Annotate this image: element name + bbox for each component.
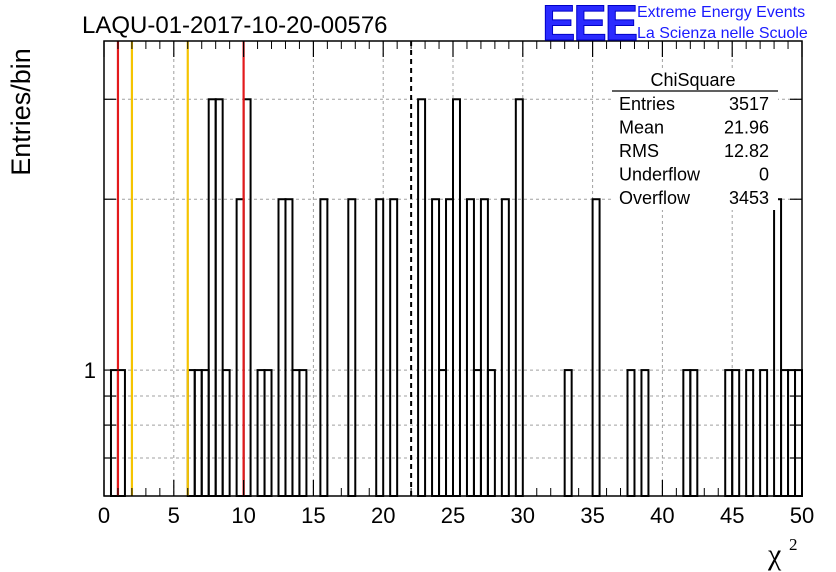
stats-box-title: ChiSquare (650, 70, 735, 90)
x-axis-label-superscript: 2 (789, 535, 798, 554)
y-axis-label: Entries/bin (6, 48, 36, 176)
x-tick-label: 40 (650, 503, 674, 528)
logo-mark: EEE (542, 0, 637, 51)
x-tick-label: 0 (98, 503, 110, 528)
stats-box-background (612, 70, 778, 210)
x-tick-label: 10 (231, 503, 255, 528)
stats-row-value: 0 (759, 165, 769, 185)
x-tick-label: 35 (580, 503, 604, 528)
axis-ticks (103, 41, 803, 497)
stats-row-label: Underflow (619, 165, 701, 185)
stats-row-label: Overflow (619, 188, 691, 208)
x-tick-label: 25 (441, 503, 465, 528)
x-tick-label: 5 (168, 503, 180, 528)
x-tick-label: 45 (720, 503, 744, 528)
stats-row-value: 12.82 (724, 141, 769, 161)
x-tick-label: 20 (371, 503, 395, 528)
x-tick-label: 15 (301, 503, 325, 528)
y-tick-label: 1 (84, 358, 96, 383)
stats-row-label: Mean (619, 118, 664, 138)
stats-rows: Entries 3517 Mean 21.96 RMS 12.82 Underflow 0 Ov… (619, 94, 769, 208)
eee-logo: EEE Extreme Energy Events La Scienza nel… (542, 0, 808, 52)
y-tick-labels: 1 (84, 358, 96, 383)
stats-box: ChiSquare Entries 3517 Mean 21.96 RMS 12.82 Un… (612, 70, 778, 210)
chart-title: LAQU-01-2017-10-20-00576 (82, 12, 388, 39)
logo-line-1: Extreme Energy Events (637, 4, 805, 21)
vertical-lines (116, 41, 413, 496)
stats-row-label: Entries (619, 94, 675, 114)
x-axis-label: χ (767, 538, 782, 571)
x-tick-labels: 0 5 10 15 20 25 30 35 40 45 50 (98, 503, 814, 528)
logo-line-2: La Scienza nelle Scuole (637, 25, 808, 42)
x-tick-label: 30 (511, 503, 535, 528)
stats-row-value: 3453 (729, 188, 769, 208)
stats-row-value: 3517 (729, 94, 769, 114)
x-tick-label: 50 (790, 503, 814, 528)
stats-row-label: RMS (619, 141, 659, 161)
stats-row-value: 21.96 (724, 118, 769, 138)
